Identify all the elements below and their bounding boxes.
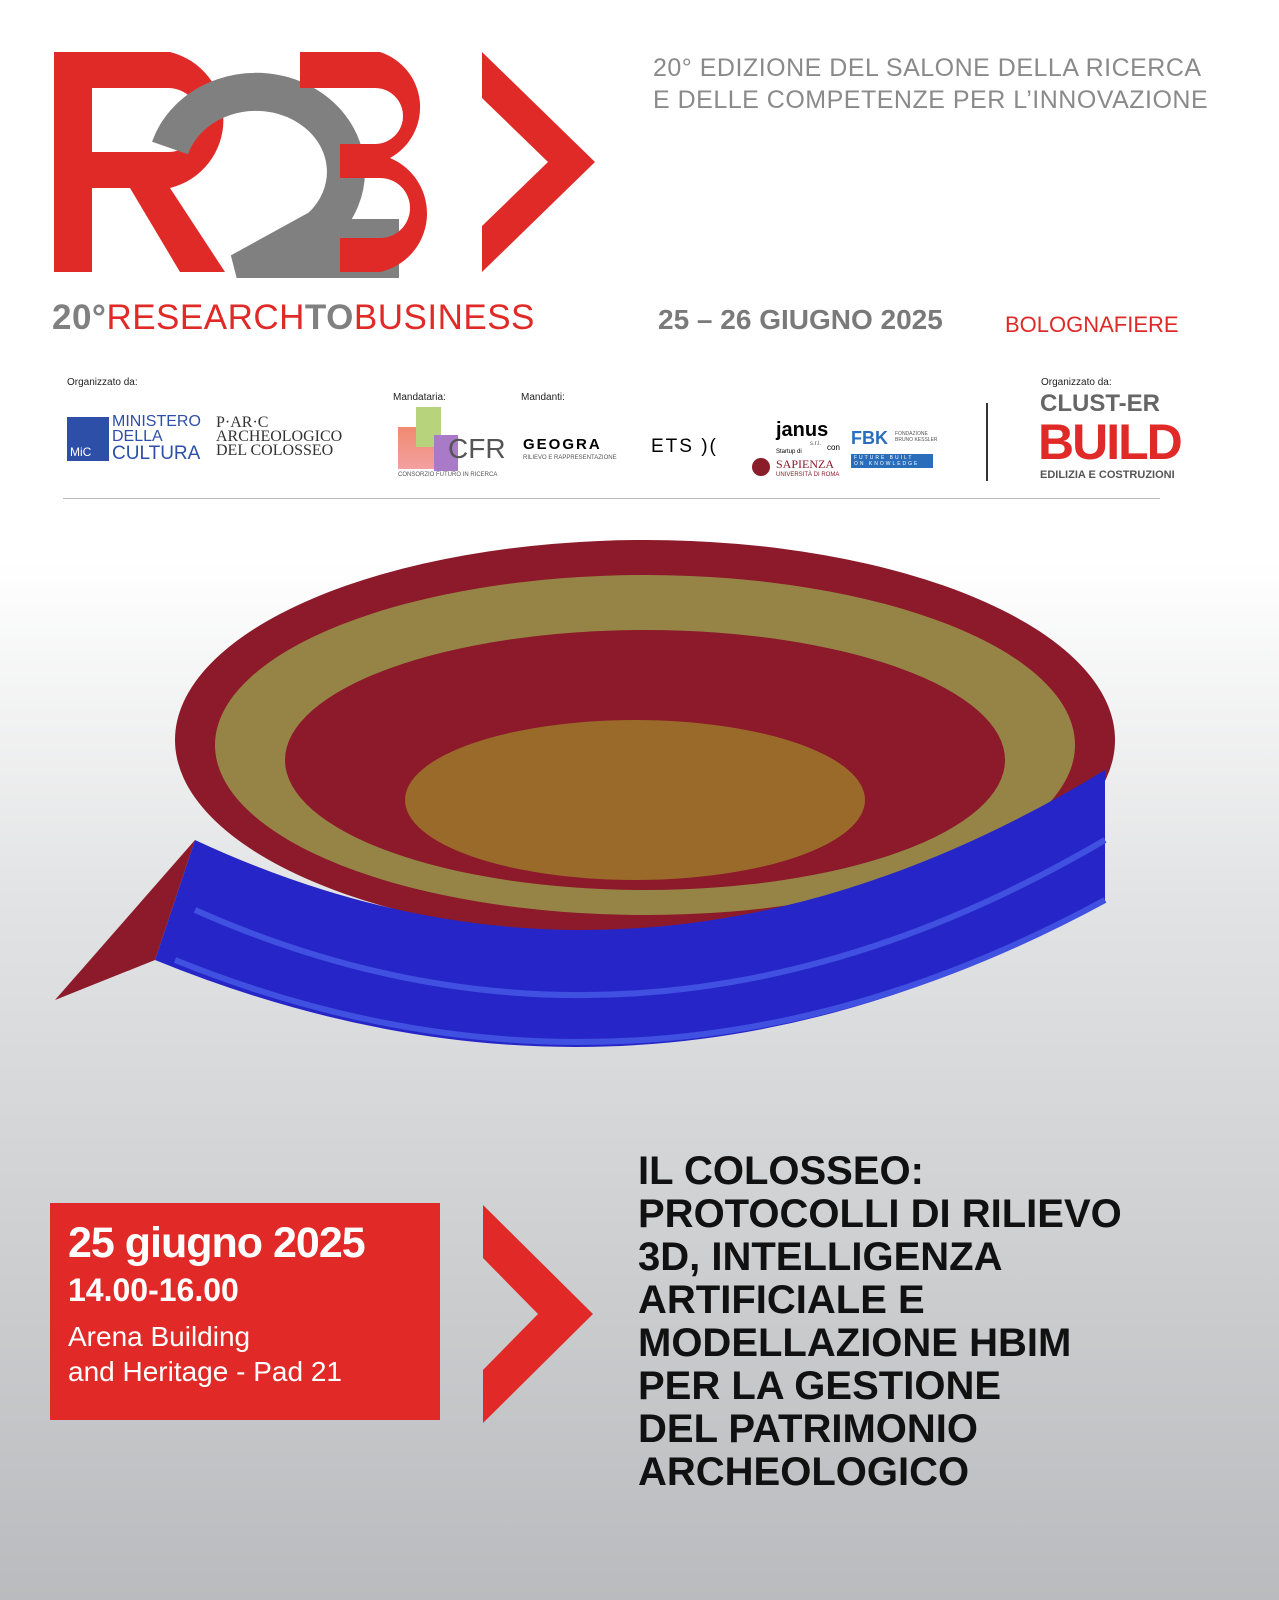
session-title: IL COLOSSEO: PROTOCOLLI DI RILIEVO 3D, INT…	[638, 1149, 1122, 1494]
fbk-name: FONDAZIONE BRUNO KESSLER	[895, 431, 938, 443]
fbk-tagline: FUTURE BUILT ON KNOWLEDGE	[851, 454, 933, 468]
sapienza-subtitle: UNIVERSITÀ DI ROMA	[776, 472, 840, 478]
chevron-right-icon	[483, 1205, 593, 1423]
sapienza-logo: SAPIENZA	[776, 457, 835, 471]
build-subtitle: EDILIZIA E COSTRUZIONI	[1040, 469, 1175, 481]
geogra-logo: GEOGRA	[523, 436, 602, 453]
mandataria-label: Mandataria:	[393, 392, 446, 403]
tagline-line: 20° EDIZIONE DEL SALONE DELLA RICERCA	[653, 54, 1202, 82]
sponsor-divider	[986, 403, 988, 481]
tagline: 20° EDIZIONE DEL SALONE DELLA RICERCA E D…	[653, 52, 1208, 116]
parco-colosseo-logo: P·AR·C ARCHEOLOGICO DEL COLOSSEO	[216, 414, 343, 459]
session-date: 25 giugno 2025	[68, 1219, 366, 1267]
session-place: Arena Building and Heritage - Pad 21	[68, 1321, 342, 1387]
con-label: con	[827, 443, 840, 452]
clust-er-logo: CLUST-ER	[1040, 390, 1160, 417]
mic-logo: MiC	[67, 417, 109, 461]
ministero-logo: MINISTERO DELLA CULTURA	[112, 413, 201, 464]
event-dates: 25 – 26 GIUGNO 2025	[658, 304, 943, 335]
session-info-box: 25 giugno 2025 14.00-16.00 Arena Buildin…	[50, 1203, 440, 1420]
geogra-subtitle: RILIEVO E RAPPRESENTAZIONE	[523, 455, 617, 461]
mandanti-label: Mandanti:	[521, 392, 565, 403]
fbk-logo: FBK	[851, 428, 888, 448]
session-time: 14.00-16.00	[68, 1272, 239, 1308]
startup-label: Startup di	[776, 449, 802, 455]
organized-label: Organizzato da:	[1041, 377, 1112, 388]
event-name: 20°RESEARCHTOBUSINESS	[52, 298, 535, 337]
build-logo: BUILD	[1038, 414, 1183, 470]
ets-logo: ETS )(	[651, 436, 718, 457]
janus-srl: s.r.l.	[810, 441, 822, 447]
r2b-logo	[54, 52, 595, 278]
event-venue: BOLOGNAFIERE	[1005, 312, 1179, 337]
cfr-logo: CFR CONSORZIO FUTURO IN RICERCA	[398, 407, 506, 478]
colosseum-3d-model-image	[55, 540, 1115, 1047]
organized-label: Organizzato da:	[67, 377, 138, 388]
sapienza-seal-icon	[752, 458, 770, 476]
janus-logo: janus	[776, 419, 829, 441]
tagline-line: E DELLE COMPETENZE PER L’INNOVAZIONE	[653, 86, 1209, 114]
header-divider	[63, 498, 1160, 499]
